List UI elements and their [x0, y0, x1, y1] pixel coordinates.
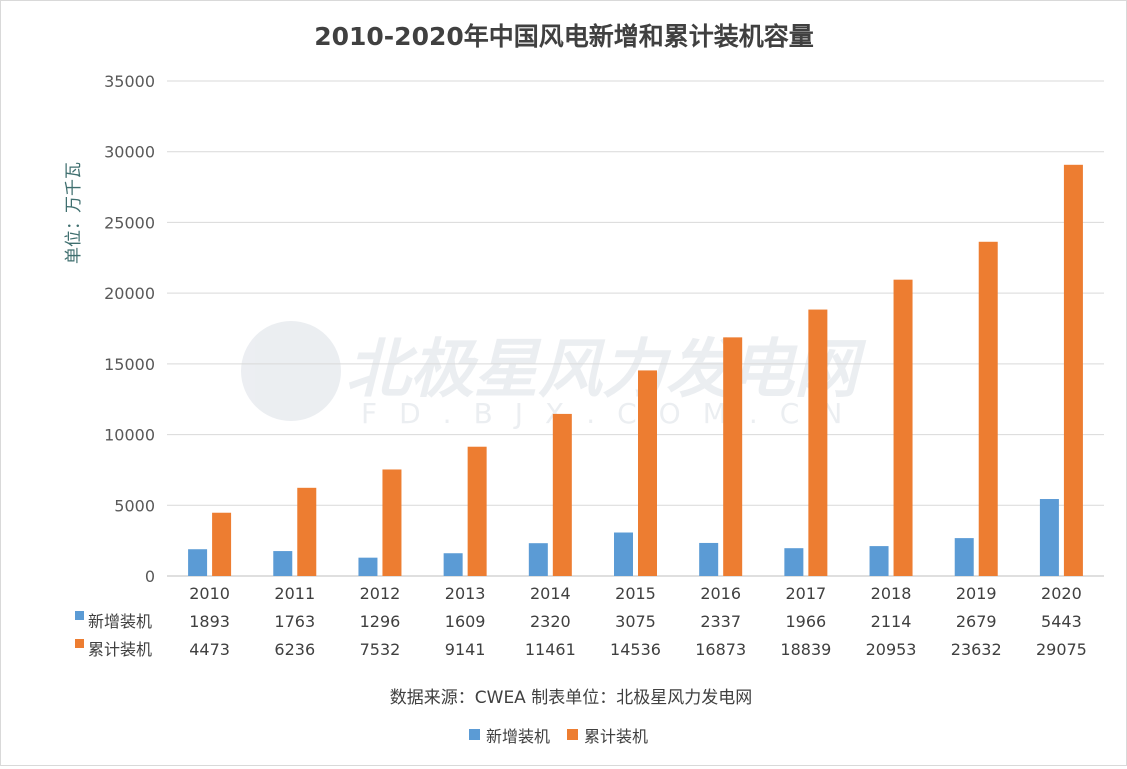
data-table-cell: 7532 [360, 640, 401, 659]
bar-cumulative-2015 [638, 370, 657, 576]
x-tick-label: 2013 [445, 584, 486, 603]
data-table-cell: 1609 [445, 612, 486, 631]
bar-new-2015 [614, 532, 633, 576]
data-table-cell: 29075 [1036, 640, 1087, 659]
chart-title: 2010-2020年中国风电新增和累计装机容量 [314, 22, 814, 51]
data-table-legend-key [75, 639, 84, 648]
data-table-cell: 23632 [951, 640, 1002, 659]
bar-cumulative-2017 [808, 309, 828, 576]
x-tick-label: 2010 [189, 584, 230, 603]
bar-cumulative-2018 [893, 279, 913, 576]
data-table-cell: 1763 [274, 612, 315, 631]
bar-cumulative-2020 [1063, 164, 1083, 576]
bar-cumulative-2010 [212, 512, 232, 576]
y-tick-label: 20000 [104, 284, 155, 303]
bar-cumulative-2016 [723, 337, 743, 576]
data-table-cell: 1966 [786, 612, 827, 631]
bar-cumulative-2019 [978, 241, 998, 576]
data-table-series-label: 新增装机 [88, 612, 152, 631]
x-tick-label: 2012 [360, 584, 401, 603]
y-tick-label: 15000 [104, 355, 155, 374]
data-table-cell: 1893 [189, 612, 230, 631]
x-tick-label: 2020 [1041, 584, 1082, 603]
x-tick-label: 2019 [956, 584, 997, 603]
legend-label: 累计装机 [584, 727, 648, 746]
data-table-cell: 1296 [360, 612, 401, 631]
data-table-cell: 16873 [695, 640, 746, 659]
x-tick-label: 2014 [530, 584, 571, 603]
watermark-text: 北极星风力发电网 [346, 333, 867, 407]
bar-new-2020 [1039, 499, 1059, 576]
bar-new-2014 [528, 543, 548, 576]
data-table-cell: 2679 [956, 612, 997, 631]
y-tick-label: 10000 [104, 426, 155, 445]
x-tick-label: 2017 [786, 584, 827, 603]
x-tick-label: 2011 [274, 584, 315, 603]
legend-swatch [469, 729, 480, 740]
legend-label: 新增装机 [486, 727, 550, 746]
y-axis-label: 单位：万千瓦 [64, 162, 84, 264]
x-tick-label: 2016 [700, 584, 741, 603]
data-table-cell: 9141 [445, 640, 486, 659]
data-table-cell: 20953 [866, 640, 917, 659]
x-tick-label: 2018 [871, 584, 912, 603]
bar-cumulative-2013 [467, 446, 487, 576]
data-table-cell: 14536 [610, 640, 661, 659]
y-tick-label: 25000 [104, 213, 155, 232]
data-table-series-label: 累计装机 [88, 640, 152, 659]
data-table-cell: 6236 [274, 640, 315, 659]
y-tick-label: 35000 [104, 72, 155, 91]
bar-new-2011 [273, 551, 293, 576]
watermark-subtext: FD.BJX.COM.CN [361, 397, 864, 430]
data-table-cell: 5443 [1041, 612, 1082, 631]
bar-cumulative-2012 [382, 469, 402, 576]
bar-new-2013 [443, 553, 463, 576]
bar-new-2019 [954, 538, 974, 576]
bar-new-2018 [869, 546, 889, 576]
watermark-logo [241, 321, 341, 421]
legend-swatch [567, 729, 578, 740]
data-table-cell: 2114 [871, 612, 912, 631]
bar-new-2016 [699, 542, 719, 576]
data-table-cell: 18839 [780, 640, 831, 659]
data-table-cell: 2320 [530, 612, 571, 631]
y-tick-label: 0 [145, 567, 155, 586]
bar-cumulative-2011 [297, 487, 317, 576]
data-table-legend-key [75, 611, 84, 620]
bar-new-2017 [784, 548, 804, 576]
data-table-cell: 3075 [615, 612, 656, 631]
y-tick-label: 5000 [114, 496, 155, 515]
watermark: 北极星风力发电网 FD.BJX.COM.CN [241, 321, 867, 430]
bar-cumulative-2014 [552, 413, 572, 576]
data-table-cell: 11461 [525, 640, 576, 659]
data-table-cell: 4473 [189, 640, 230, 659]
x-tick-label: 2015 [615, 584, 656, 603]
data-table-cell: 2337 [700, 612, 741, 631]
y-tick-label: 30000 [104, 143, 155, 162]
source-note: 数据来源：CWEA 制表单位：北极星风力发电网 [390, 688, 752, 708]
bar-new-2012 [358, 557, 378, 576]
bar-new-2010 [188, 549, 208, 576]
